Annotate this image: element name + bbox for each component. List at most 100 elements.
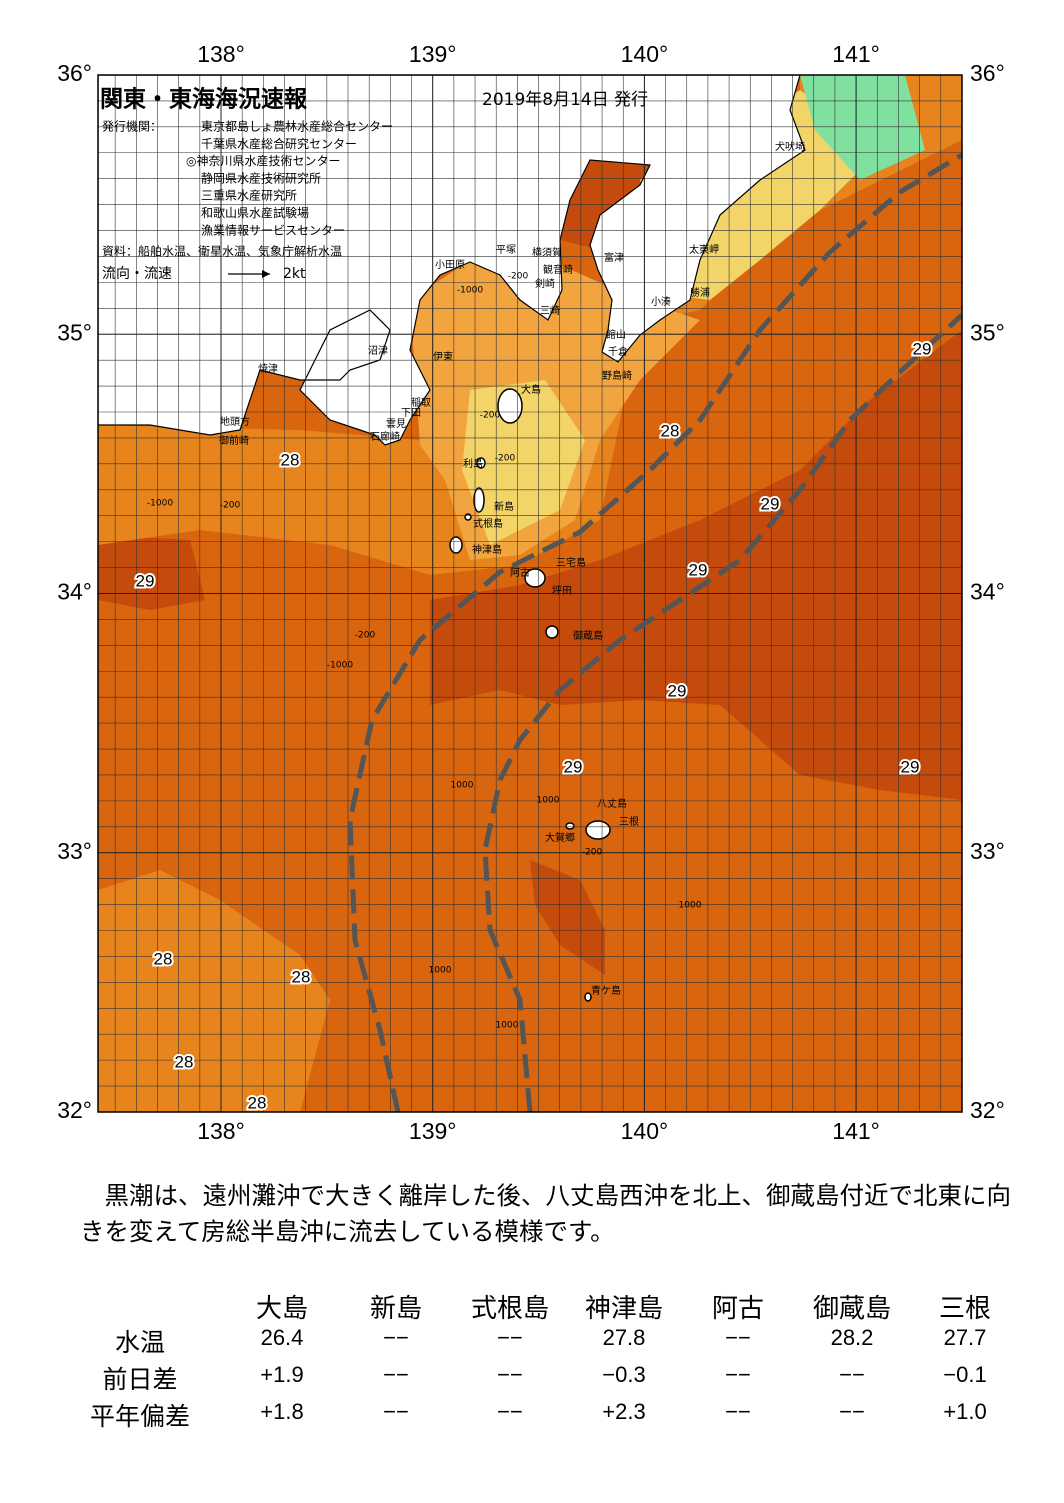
table-value: −0.3 [602,1362,646,1387]
place-name: 小湊 [651,295,671,308]
issuer: 静岡県水産技術研究所 [201,170,321,185]
table-value: −0.1 [943,1362,987,1387]
land [98,75,806,446]
issue-date: 2019年8月14日 発行 [482,90,648,110]
temperature-label: 29 [689,560,708,579]
depth-label: -200 [582,848,603,858]
summary: 黒潮は、遠州灘沖で大きく離岸した後、八丈島西沖を北上、御蔵島付近で北東に向きを変… [80,1181,1011,1246]
lon-tick-label: 138° [197,41,245,67]
station-header: 阿古 [711,1294,765,1324]
place-name: 式根島 [473,517,503,530]
place-name: 青ケ島 [591,984,621,997]
table-value: 27.7 [943,1325,987,1350]
issuer: ◎神奈川県水産技術センター [186,153,340,168]
station-header: 三根 [938,1294,992,1324]
place-name: 三宅島 [556,556,586,569]
depth-label: -200 [495,454,516,464]
temperature-label: 28 [154,949,173,968]
place-name: 勝浦 [690,286,710,299]
temperature-label: 28 [281,450,300,469]
table-value: −− [839,1362,865,1387]
place-name: 新島 [494,500,514,513]
place-name: 千倉 [608,345,628,358]
sea-temperature-map: 138° 138° 139° 139° 140° 140° 141° 141° 36° 36° 35… [57,41,1005,1144]
map-area [98,75,962,1112]
depth-label: -200 [480,411,501,421]
cold-zone [462,380,585,545]
issuer: 東京都島しょ農林水産総合センター [201,119,393,134]
lat-tick-label: 36° [970,60,1005,86]
table-value: +2.3 [602,1399,646,1424]
lat-tick-label: 32° [970,1097,1005,1123]
row-label: 前日差 [102,1365,178,1394]
lat-tick-label: 34° [57,579,92,605]
depth-label: -1000 [457,286,483,296]
table-value: −− [497,1362,523,1387]
station-header: 神津島 [584,1294,664,1324]
table-value: −− [497,1399,523,1424]
place-name: 雲見 [386,418,406,430]
lat-tick-label: 36° [57,60,92,86]
station-header: 新島 [369,1294,423,1324]
depth-label: -1000 [147,499,173,509]
lat-tick-label: 33° [57,838,92,864]
cool-zone [98,75,962,575]
place-name: 犬吠埼 [775,140,805,153]
place-name: 観音崎 [543,263,573,276]
place-name: 三根 [619,815,639,828]
table-value: −− [383,1362,409,1387]
place-name: 御蔵島 [573,629,603,642]
table-value: −− [497,1325,523,1350]
issuer: 漁業情報サービスセンター [201,223,345,237]
place-name: 伊東 [433,350,453,363]
place-name: 焼津 [258,363,278,375]
place-name: 横須賀 [532,246,562,259]
row-label: 平年偏差 [89,1402,191,1431]
place-name: 石廊崎 [370,430,400,443]
lon-tick-label: 141° [832,1118,880,1144]
table-value: −− [839,1399,865,1424]
temperature-label: 29 [913,339,932,358]
table-value: −− [725,1362,751,1387]
lat-tick-label: 35° [970,319,1005,345]
table-value: −− [725,1325,751,1350]
place-name: 阿古 [510,566,530,579]
table-value: +1.9 [260,1362,304,1387]
depth-label: 1000 [429,966,452,976]
depth-label: 1000 [679,901,702,911]
place-name: 平塚 [496,244,516,256]
depth-label: -200 [508,272,529,282]
depth-label: 1000 [496,1021,519,1031]
table-value: −− [725,1399,751,1424]
lat-tick-label: 32° [57,1097,92,1123]
lon-tick-label: 141° [832,41,880,67]
table-value: 28.2 [830,1325,874,1350]
lon-tick-label: 138° [197,1118,245,1144]
place-name: 野島崎 [602,369,632,382]
temperature-label: 28 [661,421,680,440]
coldest-zone [800,75,925,180]
station-header: 式根島 [470,1294,550,1324]
place-name: 神津島 [472,543,502,556]
place-name: 稲取 [411,397,431,409]
station-header: 御蔵島 [812,1294,892,1324]
lon-tick-label: 139° [409,1118,457,1144]
kuroshio-path [347,152,962,1112]
temperature-label: 29 [761,494,780,513]
row-label: 水温 [114,1328,166,1357]
warm-zone [98,535,205,610]
place-name: 三崎 [540,304,560,317]
warm-zone [560,160,660,250]
place-name: 剣崎 [535,277,555,290]
table-value: 26.4 [260,1325,304,1350]
place-name: 小田原 [435,259,465,271]
depth-label: -1000 [327,661,353,671]
temperature-label: 28 [292,967,311,986]
depth-label: -200 [220,501,241,511]
table-value: −− [383,1399,409,1424]
temperature-label: 29 [564,757,583,776]
place-name: 大島 [521,383,541,396]
issuer: 千葉県水産総合研究センター [201,136,357,151]
islands [449,388,611,1002]
depth-label: -200 [355,631,376,641]
